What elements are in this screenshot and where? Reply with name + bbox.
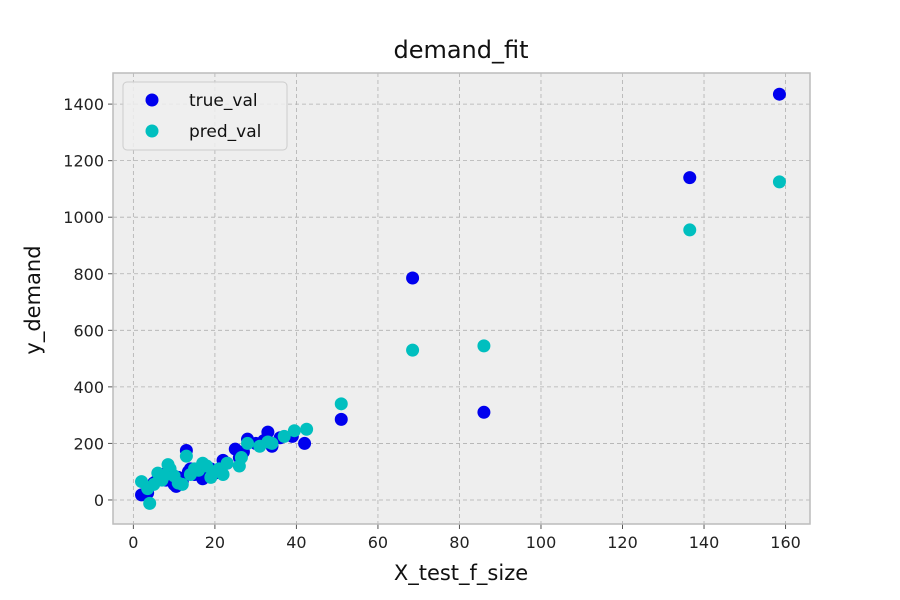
true_val-point — [477, 405, 491, 419]
x-axis-ticks: 0 20 40 60 80 100 120 140 160 — [128, 524, 801, 552]
x-axis-title: X_test_f_size — [394, 561, 528, 586]
x-tick-label: 80 — [449, 533, 469, 552]
true_val-point — [334, 412, 348, 426]
y-tick-label: 0 — [94, 491, 104, 510]
true_val-point — [683, 171, 697, 185]
pred_val-point — [334, 397, 348, 411]
pred_val-point — [772, 175, 786, 189]
pred_val-point — [216, 468, 230, 482]
pred_val-point — [477, 339, 491, 353]
x-tick-label: 100 — [526, 533, 557, 552]
pred_val-point — [179, 449, 193, 463]
gridlines — [113, 73, 810, 524]
pred_val-point — [175, 477, 189, 491]
pred_val-point — [241, 436, 255, 450]
pred_val-point — [406, 343, 420, 357]
true_val-point — [261, 425, 275, 439]
y-tick-label: 1200 — [63, 152, 104, 171]
x-tick-label: 40 — [286, 533, 306, 552]
legend-marker-true_val — [145, 93, 159, 107]
x-tick-label: 140 — [689, 533, 720, 552]
y-tick-label: 200 — [73, 434, 104, 453]
series-pred_val — [135, 175, 786, 510]
legend-box — [122, 81, 288, 151]
true_val-point — [772, 87, 786, 101]
x-tick-label: 20 — [205, 533, 225, 552]
x-tick-label: 120 — [607, 533, 638, 552]
y-tick-label: 400 — [73, 378, 104, 397]
pred_val-point — [234, 451, 248, 465]
pred_val-point — [287, 424, 301, 438]
true_val-point — [298, 436, 312, 450]
x-tick-label: 160 — [770, 533, 801, 552]
pred_val-point — [220, 456, 234, 470]
legend-label-true_val: true_val — [189, 91, 258, 111]
pred_val-point — [265, 436, 279, 450]
pred_val-point — [300, 422, 314, 436]
pred_val-point — [683, 223, 697, 237]
y-axis-ticks: 0 200 400 600 800 1000 1200 1400 — [63, 95, 113, 510]
legend-marker-pred_val — [145, 124, 159, 138]
data-points — [135, 87, 786, 510]
pred_val-point — [143, 496, 157, 510]
plot-frame — [112, 72, 811, 525]
y-tick-label: 1400 — [63, 95, 104, 114]
y-tick-label: 600 — [73, 321, 104, 340]
x-tick-label: 60 — [368, 533, 388, 552]
y-axis-title: y_demand — [21, 245, 46, 354]
y-tick-label: 1000 — [63, 208, 104, 227]
true_val-point — [406, 271, 420, 285]
chart-title: demand_fit — [393, 36, 528, 64]
pred_val-point — [277, 429, 291, 443]
x-tick-label: 0 — [128, 533, 138, 552]
legend-label-pred_val: pred_val — [189, 122, 261, 142]
y-tick-label: 800 — [73, 265, 104, 284]
legend: true_val pred_val — [122, 81, 288, 151]
